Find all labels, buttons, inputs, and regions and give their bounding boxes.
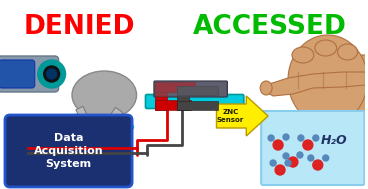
Circle shape xyxy=(44,66,60,82)
FancyBboxPatch shape xyxy=(145,94,244,108)
Circle shape xyxy=(99,144,104,149)
Text: DENIED: DENIED xyxy=(24,14,135,40)
Polygon shape xyxy=(216,96,268,136)
Circle shape xyxy=(128,125,134,129)
FancyBboxPatch shape xyxy=(261,111,364,185)
Bar xyxy=(155,82,167,110)
Circle shape xyxy=(83,139,88,143)
Circle shape xyxy=(297,152,303,158)
Polygon shape xyxy=(266,72,365,96)
Ellipse shape xyxy=(260,81,272,95)
Circle shape xyxy=(115,137,120,143)
Ellipse shape xyxy=(72,71,137,119)
FancyBboxPatch shape xyxy=(333,55,368,125)
Bar xyxy=(177,101,219,110)
Circle shape xyxy=(98,133,103,138)
Circle shape xyxy=(308,155,314,161)
Ellipse shape xyxy=(315,40,337,56)
Circle shape xyxy=(69,122,74,127)
FancyBboxPatch shape xyxy=(5,115,132,187)
Circle shape xyxy=(313,160,323,170)
Polygon shape xyxy=(85,117,100,157)
FancyBboxPatch shape xyxy=(155,81,227,97)
Bar xyxy=(177,86,189,110)
Circle shape xyxy=(38,60,66,88)
Ellipse shape xyxy=(292,47,314,63)
Circle shape xyxy=(73,114,78,119)
Circle shape xyxy=(270,160,276,166)
Circle shape xyxy=(303,140,313,150)
Polygon shape xyxy=(93,116,113,156)
Polygon shape xyxy=(92,122,104,164)
Circle shape xyxy=(268,135,274,141)
Circle shape xyxy=(47,69,57,79)
Bar xyxy=(155,100,191,110)
Circle shape xyxy=(283,134,289,140)
Text: H₂O: H₂O xyxy=(321,133,347,146)
Ellipse shape xyxy=(288,35,368,125)
Bar xyxy=(177,86,219,95)
Circle shape xyxy=(123,117,128,122)
Circle shape xyxy=(313,135,319,141)
Circle shape xyxy=(283,153,289,159)
Circle shape xyxy=(85,128,90,133)
Circle shape xyxy=(273,140,283,150)
FancyBboxPatch shape xyxy=(0,56,59,92)
Circle shape xyxy=(288,157,298,167)
Circle shape xyxy=(275,165,285,175)
FancyBboxPatch shape xyxy=(154,81,227,97)
Text: ZNC
Sensor: ZNC Sensor xyxy=(217,109,244,122)
Text: ACCESSED: ACCESSED xyxy=(193,14,347,40)
Polygon shape xyxy=(97,107,123,139)
FancyBboxPatch shape xyxy=(0,60,35,88)
Circle shape xyxy=(323,155,329,161)
Bar xyxy=(155,82,195,92)
Circle shape xyxy=(111,127,116,132)
Ellipse shape xyxy=(338,44,358,60)
Polygon shape xyxy=(76,106,95,137)
Circle shape xyxy=(285,160,291,166)
Circle shape xyxy=(298,135,304,141)
Text: Data
Acquisition
System: Data Acquisition System xyxy=(34,133,103,169)
